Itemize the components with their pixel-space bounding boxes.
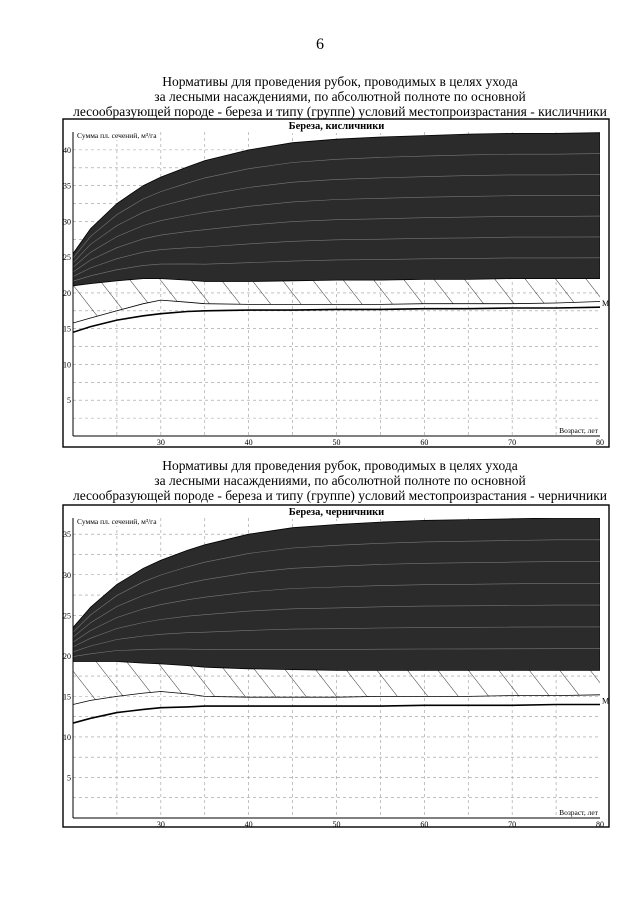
y-tick-label: 25 (63, 611, 71, 620)
section-title-1: Нормативы для проведения рубок, проводим… (40, 74, 640, 119)
hatched-band-lower-edge (73, 299, 600, 324)
line-M (73, 703, 600, 724)
line-M-label: М (602, 299, 609, 308)
dark-band-contour (73, 195, 600, 268)
chart-title-bg (284, 120, 389, 133)
dark-band-contour (73, 257, 600, 282)
dark-band-contour (73, 174, 600, 264)
page-number: 6 (316, 36, 324, 53)
title-line: Нормативы для проведения рубок, проводим… (162, 458, 518, 473)
chart-title: Береза, кисличники (289, 121, 385, 132)
y-tick-label: 40 (63, 146, 71, 155)
chart-title-bg (284, 506, 389, 519)
y-tick-label: 30 (63, 217, 71, 226)
dark-band-contour (73, 561, 600, 638)
hatched-band (73, 278, 600, 323)
title-line: лесообразующей породе - береза и типу (г… (73, 104, 607, 119)
x-tick-label: 70 (508, 438, 516, 447)
x-axis-label-bg (558, 808, 600, 817)
x-tick-label: 80 (596, 438, 604, 447)
y-tick-label: 30 (63, 571, 71, 580)
dark-band-contour (73, 215, 600, 273)
x-axis-label: Возраст, лет (559, 808, 599, 817)
chart-title: Береза, черничники (289, 507, 384, 518)
y-axis-label-bg (76, 517, 159, 526)
y-axis-label: Сумма пл. сечений, м³/га (77, 131, 157, 140)
y-tick-label: 20 (63, 652, 71, 661)
dark-band-contour (73, 648, 600, 657)
hatched-band-lower-edge (73, 691, 600, 705)
y-tick-label: 10 (63, 360, 71, 369)
y-tick-label: 5 (67, 396, 71, 405)
x-tick-label: 40 (245, 438, 253, 447)
dark-band-contour (73, 604, 600, 648)
x-axis-label-bg (558, 426, 600, 435)
y-tick-label: 15 (63, 692, 71, 701)
title-line: за лесными насаждениями, по абсолютной п… (154, 89, 526, 104)
y-tick-label: 35 (63, 530, 71, 539)
title-line: лесообразующей породе - береза и типу (г… (72, 488, 607, 503)
y-axis-label: Сумма пл. сечений, м³/га (77, 517, 157, 526)
y-tick-label: 20 (63, 289, 71, 298)
x-axis-label: Возраст, лет (559, 426, 599, 435)
dark-band-contour (73, 539, 600, 633)
line-M (73, 306, 600, 334)
chart-kislichniki: 5 10 15 20 25 30 35 40 30 40 50 60 70 80 Береза, кисли… (62, 118, 610, 448)
dark-band-contour (73, 236, 600, 277)
y-axis-label-bg (76, 131, 159, 140)
x-tick-label: 60 (420, 438, 428, 447)
dark-band-contour (73, 626, 600, 653)
x-tick-label: 70 (508, 820, 516, 829)
plot-area (73, 518, 600, 724)
section-title-2: Нормативы для проведения рубок, проводим… (40, 458, 640, 503)
x-tick-label: 50 (333, 820, 341, 829)
x-tick-label: 60 (420, 820, 428, 829)
chart-chernichniki: 5 10 15 20 25 30 35 30 40 50 60 70 80 Береза, черничн… (62, 504, 610, 829)
hatched-band (73, 661, 600, 705)
y-tick-label: 35 (63, 182, 71, 191)
y-tick-label: 10 (63, 733, 71, 742)
title-line: за лесными насаждениями, по абсолютной п… (154, 473, 526, 488)
x-tick-label: 50 (333, 438, 341, 447)
dark-band-contour (73, 153, 600, 259)
y-tick-label: 25 (63, 253, 71, 262)
plot-area (73, 132, 600, 334)
y-tick-label: 15 (63, 325, 71, 334)
dark-band-contour (73, 583, 600, 643)
line-M-label: М (602, 696, 609, 705)
x-tick-label: 30 (157, 438, 165, 447)
x-tick-label: 30 (157, 820, 165, 829)
dark-band (73, 132, 600, 287)
title-line: Нормативы для проведения рубок, проводим… (162, 74, 518, 89)
x-tick-label: 40 (245, 820, 253, 829)
x-tick-label: 80 (596, 820, 604, 829)
y-tick-label: 5 (67, 773, 71, 782)
